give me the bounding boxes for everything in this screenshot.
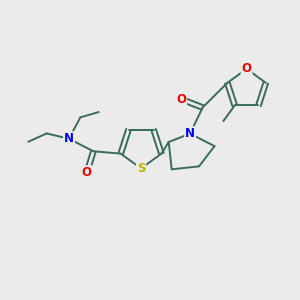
Text: S: S — [137, 162, 145, 175]
Text: O: O — [176, 93, 186, 106]
Text: N: N — [185, 127, 195, 140]
Text: N: N — [64, 132, 74, 145]
Text: O: O — [82, 166, 92, 179]
Text: O: O — [242, 62, 252, 75]
